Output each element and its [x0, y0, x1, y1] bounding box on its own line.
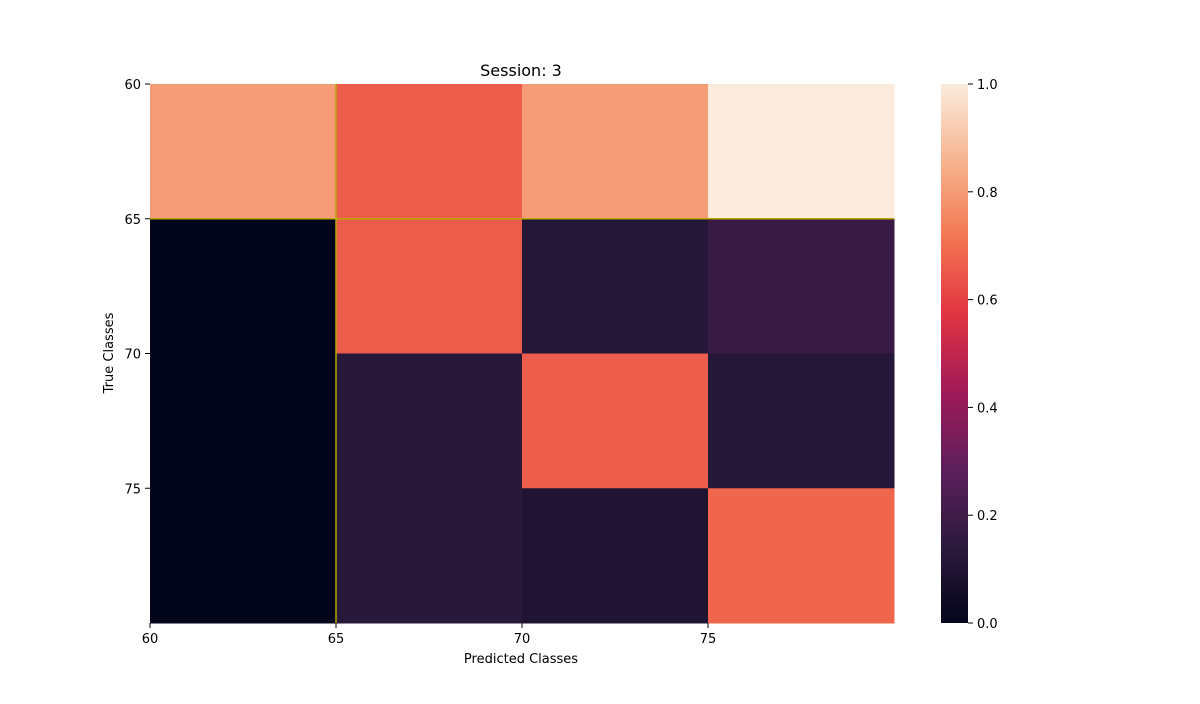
y-tick-label: 70 — [124, 348, 141, 363]
heatmap-cell-r1-c2 — [522, 218, 709, 354]
heatmap-cell-r2-c3 — [708, 353, 895, 489]
x-tick-label: 60 — [142, 632, 159, 647]
colorbar — [941, 84, 968, 623]
heatmap-cell-r2-c0 — [150, 353, 337, 489]
heatmap-cell-r3-c2 — [522, 488, 709, 624]
x-tick-label: 65 — [328, 632, 345, 647]
x-tick-label: 70 — [514, 632, 531, 647]
colorbar-tick-label: 0.4 — [977, 401, 998, 416]
x-axis-label: Predicted Classes — [464, 652, 578, 667]
x-axis: 60 65 70 75 — [142, 623, 717, 647]
y-tick-label: 60 — [124, 78, 141, 93]
heatmap-cell-r3-c3 — [708, 488, 895, 624]
heatmap-cell-r0-c2 — [522, 84, 709, 220]
highlight-lines — [150, 84, 894, 623]
heatmap-cell-r2-c2 — [522, 353, 709, 489]
heatmap-cell-r3-c0 — [150, 488, 337, 624]
heatmap-cells — [150, 84, 895, 624]
heatmap-cell-r1-c3 — [708, 218, 895, 354]
y-axis-label: True Classes — [102, 312, 117, 394]
colorbar-tick-label: 0.2 — [977, 509, 998, 524]
y-tick-label: 75 — [124, 482, 141, 497]
colorbar-tick-label: 0.6 — [977, 294, 998, 309]
x-tick-label: 75 — [700, 632, 717, 647]
y-axis: 60 65 70 75 — [124, 78, 150, 497]
heatmap-cell-r0-c3 — [708, 84, 895, 220]
colorbar-tick-label: 1.0 — [977, 78, 998, 93]
heatmap-cell-r2-c1 — [336, 353, 523, 489]
heatmap-cell-r0-c0 — [150, 84, 337, 220]
heatmap-cell-r0-c1 — [336, 84, 523, 220]
colorbar-tick-label: 0.0 — [977, 617, 998, 632]
y-tick-label: 65 — [124, 213, 141, 228]
chart-title: Session: 3 — [480, 61, 562, 80]
colorbar-tick-label: 0.8 — [977, 186, 998, 201]
heatmap-cell-r1-c1 — [336, 218, 523, 354]
heatmap-cell-r3-c1 — [336, 488, 523, 624]
colorbar-ticks: 0.0 0.2 0.4 0.6 0.8 1.0 — [968, 78, 998, 632]
heatmap-cell-r1-c0 — [150, 218, 337, 354]
